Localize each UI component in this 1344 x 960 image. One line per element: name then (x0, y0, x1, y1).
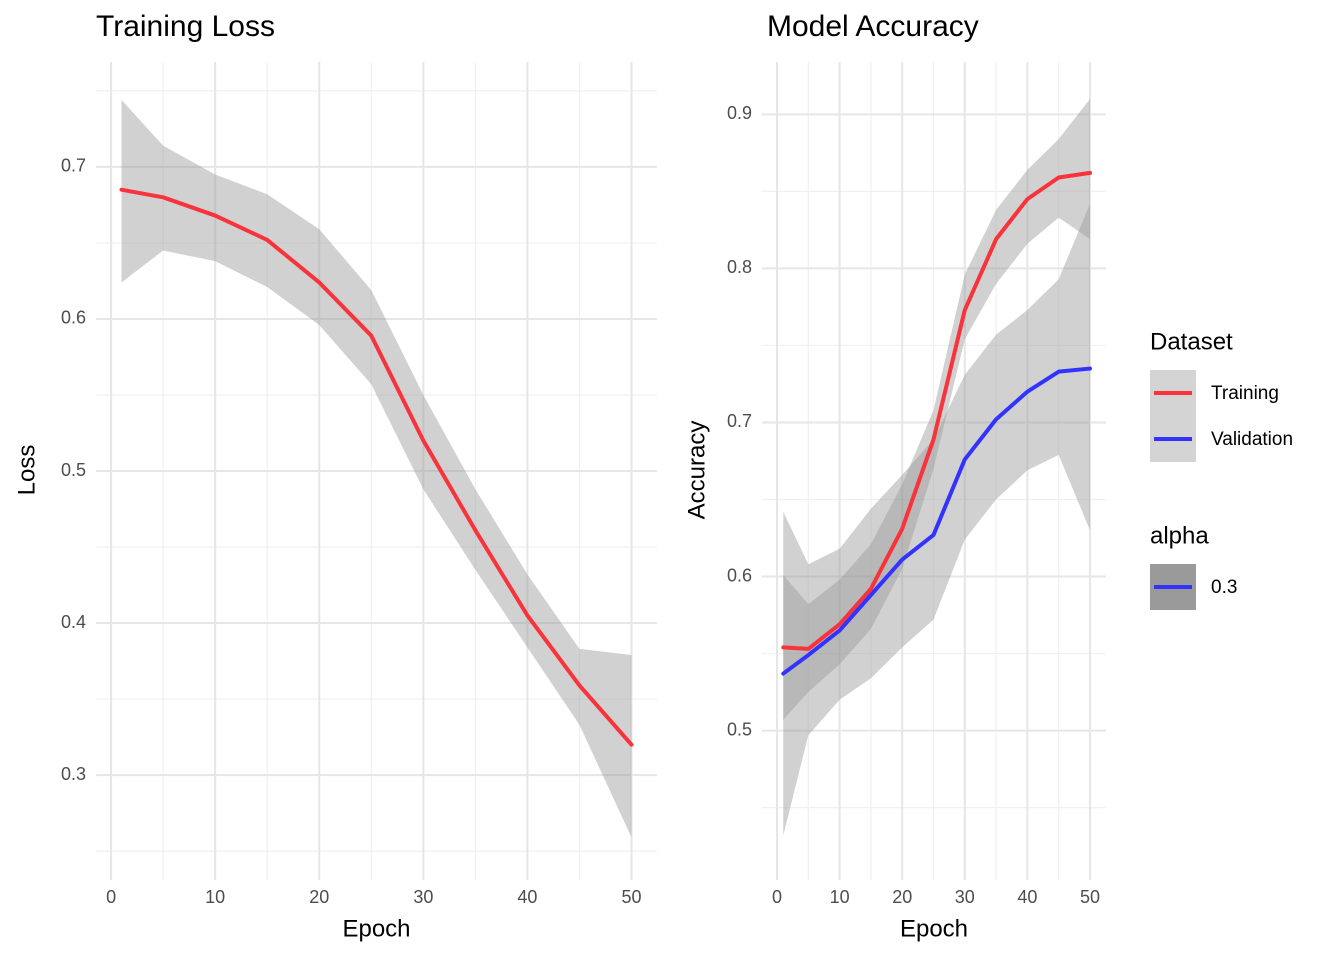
confidence-band (121, 100, 632, 838)
x-tick-label: 10 (830, 887, 850, 907)
x-tick-label: 50 (621, 887, 641, 907)
legend-label: Validation (1211, 429, 1293, 450)
confidence-band (783, 98, 1090, 720)
y-axis-title: Accuracy (683, 421, 710, 520)
x-tick-label: 50 (1080, 887, 1100, 907)
line (781, 366, 1092, 676)
x-tick-label: 0 (772, 887, 782, 907)
legend-title: Dataset (1150, 328, 1233, 355)
y-tick-label: 0.7 (61, 156, 86, 176)
y-tick-label: 0.5 (61, 460, 86, 480)
x-tick-label: 30 (413, 887, 433, 907)
legend-label: Training (1211, 383, 1279, 404)
line (119, 187, 634, 747)
y-tick-label: 0.9 (727, 103, 752, 123)
y-tick-label: 0.5 (727, 719, 752, 739)
y-tick-label: 0.6 (727, 565, 752, 585)
y-axis-title: Loss (13, 445, 40, 496)
legend-label: 0.3 (1211, 577, 1237, 598)
x-tick-label: 40 (1017, 887, 1037, 907)
y-tick-label: 0.4 (61, 612, 86, 632)
y-tick-label: 0.6 (61, 308, 86, 328)
chart-title: Model Accuracy (767, 10, 979, 43)
y-tick-label: 0.7 (727, 411, 752, 431)
x-tick-label: 20 (892, 887, 912, 907)
x-tick-label: 30 (955, 887, 975, 907)
chart-title: Training Loss (96, 10, 275, 43)
y-tick-label: 0.8 (727, 257, 752, 277)
x-tick-label: 20 (309, 887, 329, 907)
y-tick-label: 0.3 (61, 764, 86, 784)
confidence-band (783, 203, 1090, 836)
x-tick-label: 40 (517, 887, 537, 907)
line (781, 170, 1092, 651)
x-axis-title: Epoch (342, 915, 410, 942)
x-tick-label: 10 (205, 887, 225, 907)
x-axis-title: Epoch (900, 915, 968, 942)
legend-title: alpha (1150, 522, 1209, 549)
x-tick-label: 0 (106, 887, 116, 907)
